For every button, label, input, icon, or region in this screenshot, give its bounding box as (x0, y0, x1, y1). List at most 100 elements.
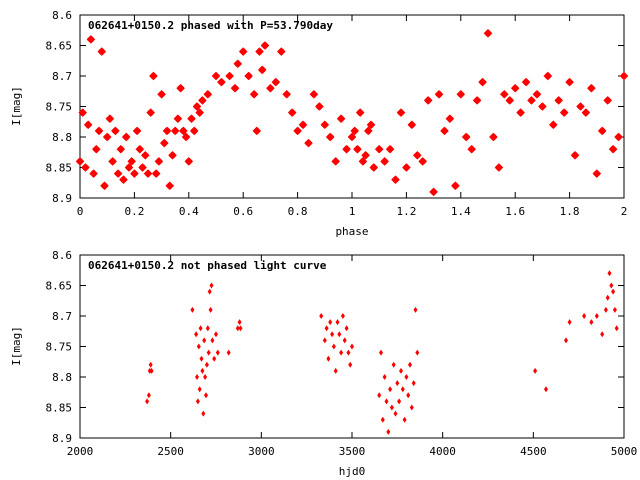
x-tick-label: 2 (621, 205, 628, 218)
data-point (467, 144, 477, 154)
data-point (399, 367, 403, 374)
x-tick-label: 2000 (67, 445, 94, 458)
data-point (347, 132, 357, 142)
x-tick-label: 0.2 (124, 205, 144, 218)
data-point (605, 294, 610, 301)
data-point (391, 175, 400, 185)
data-point (205, 325, 210, 332)
data-point (429, 187, 438, 197)
data-point (385, 144, 395, 154)
data-point (337, 331, 342, 338)
y-tick-label: 8.7 (52, 310, 72, 323)
data-point (404, 374, 409, 380)
data-point (521, 77, 531, 87)
data-point (195, 398, 200, 405)
data-point (472, 96, 482, 105)
data-point (100, 181, 109, 191)
data-point (315, 102, 324, 111)
data-point (567, 319, 572, 326)
data-point (544, 386, 548, 393)
data-point (203, 89, 213, 99)
data-point (176, 83, 185, 93)
axis-ticks (79, 254, 625, 439)
x-tick-label: 4500 (520, 445, 547, 458)
data-point (199, 355, 204, 362)
data-point (559, 108, 569, 117)
data-point (208, 306, 213, 313)
data-point (204, 392, 208, 399)
data-point (440, 126, 449, 136)
data-point (86, 35, 96, 44)
data-point (607, 270, 612, 277)
data-point (249, 89, 259, 99)
data-point (597, 126, 607, 136)
data-point (533, 367, 538, 374)
data-point (538, 102, 547, 111)
data-point (179, 126, 188, 136)
data-point (418, 157, 428, 166)
data-point (510, 83, 520, 93)
data-point (412, 150, 422, 160)
data-point (195, 374, 199, 380)
data-point (198, 325, 203, 332)
x-tick-label: 1.4 (451, 205, 471, 218)
y-tick-label: 8.85 (46, 402, 73, 415)
data-point (78, 108, 88, 117)
data-point (608, 144, 618, 154)
data-point (346, 349, 351, 356)
data-point (353, 144, 362, 154)
data-point (483, 28, 493, 38)
x-tick-label: 0.6 (233, 205, 253, 218)
data-point (309, 89, 319, 99)
data-point (461, 132, 471, 142)
data-point (81, 163, 90, 172)
data-point (196, 343, 201, 350)
data-point (582, 313, 587, 319)
data-point (336, 114, 346, 124)
data-point (570, 150, 580, 160)
data-point (194, 331, 199, 338)
data-point (320, 120, 330, 130)
data-point (396, 108, 406, 117)
data-points (75, 28, 629, 197)
data-point (206, 349, 211, 356)
data-point (350, 343, 354, 350)
data-point (184, 157, 194, 166)
tick-labels: 2000 2500 3000 3500 4000 4500 5000 8.6 8.65 8.7 8.… (46, 249, 638, 458)
data-point (565, 77, 574, 87)
data-point (344, 325, 349, 332)
data-point (379, 349, 383, 356)
data-point (211, 71, 221, 81)
data-point (111, 126, 120, 136)
data-point (400, 386, 405, 393)
data-point (358, 157, 368, 166)
y-tick-label: 8.7 (52, 70, 72, 83)
data-point (402, 416, 407, 423)
data-point (146, 392, 151, 399)
y-tick-label: 8.65 (46, 40, 73, 53)
data-point (505, 96, 515, 105)
data-point (499, 89, 509, 99)
x-tick-label: 2500 (157, 445, 184, 458)
data-point (210, 337, 215, 344)
y-tick-label: 8.6 (52, 9, 72, 22)
data-point (83, 120, 93, 130)
x-tick-label: 0 (77, 205, 84, 218)
data-point (145, 398, 150, 405)
data-point (230, 83, 240, 93)
unphased-light-curve-panel: 2000 2500 3000 3500 4000 4500 5000 8.6 8.65 8.7 8.… (10, 249, 637, 478)
data-point (369, 163, 379, 172)
data-point (75, 157, 85, 166)
data-point (159, 138, 169, 148)
x-tick-label: 1 (349, 205, 356, 218)
data-point (200, 367, 205, 374)
data-point (214, 331, 218, 338)
data-point (237, 319, 242, 326)
data-point (395, 380, 400, 387)
data-point (451, 181, 460, 191)
data-point (445, 114, 455, 124)
data-point (89, 169, 98, 178)
data-point (209, 282, 214, 289)
data-point (330, 331, 335, 338)
